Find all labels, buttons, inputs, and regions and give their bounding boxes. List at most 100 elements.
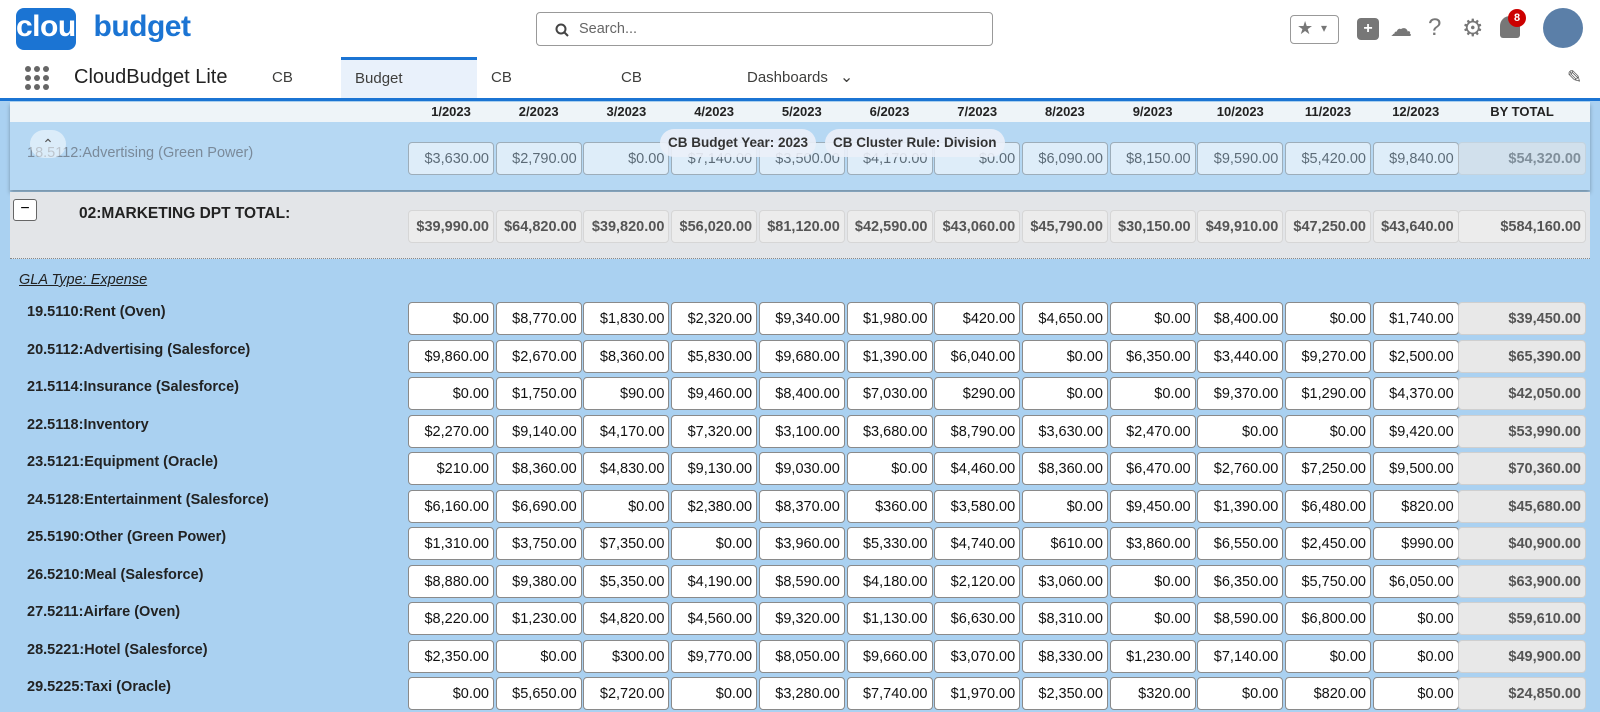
cell[interactable]: $1,750.00: [495, 377, 582, 410]
cell[interactable]: $1,230.00: [1109, 639, 1196, 673]
cell[interactable]: $0.00: [1285, 639, 1371, 673]
cell[interactable]: $4,560.00: [671, 602, 758, 635]
cell[interactable]: $8,330.00: [1021, 639, 1108, 673]
cell[interactable]: $8,880.00: [408, 564, 494, 598]
nav-tab[interactable]: CB Reports⌄: [607, 57, 733, 127]
cell[interactable]: $0.00: [846, 452, 933, 485]
cell[interactable]: $0.00: [1021, 489, 1108, 523]
cell[interactable]: $9,340.00: [758, 302, 845, 335]
cell[interactable]: $4,820.00: [583, 602, 670, 635]
cell[interactable]: $0.00: [671, 527, 758, 560]
cell[interactable]: $8,590.00: [758, 564, 845, 598]
cell[interactable]: $2,380.00: [671, 489, 758, 523]
cell[interactable]: $8,590.00: [1197, 602, 1284, 635]
cell[interactable]: $9,660.00: [846, 639, 933, 673]
cell[interactable]: $0.00: [1197, 677, 1284, 710]
cell[interactable]: $2,760.00: [1197, 452, 1284, 485]
favorites[interactable]: ★ ▾: [1290, 15, 1339, 44]
cell[interactable]: $8,360.00: [583, 339, 670, 373]
cell[interactable]: $300.00: [583, 639, 670, 673]
cell[interactable]: $5,750.00: [1285, 564, 1371, 598]
cell[interactable]: $0.00: [1285, 302, 1371, 335]
cell[interactable]: $1,230.00: [495, 602, 582, 635]
cell[interactable]: $2,470.00: [1109, 414, 1196, 448]
cell[interactable]: $3,070.00: [934, 639, 1021, 673]
cloud-icon[interactable]: ☁: [1390, 16, 1412, 41]
cell[interactable]: $0.00: [1197, 414, 1284, 448]
cell[interactable]: $2,450.00: [1285, 527, 1371, 560]
collapse-header-button[interactable]: ⌃: [30, 130, 66, 158]
tab-chevron[interactable]: ⌄: [839, 69, 854, 86]
cell[interactable]: $4,650.00: [1021, 302, 1108, 335]
cell[interactable]: $3,750.00: [495, 527, 582, 560]
cell[interactable]: $1,740.00: [1372, 302, 1459, 335]
cell[interactable]: $7,140.00: [1197, 639, 1284, 673]
cell[interactable]: $420.00: [934, 302, 1021, 335]
cell[interactable]: $7,350.00: [583, 527, 670, 560]
cell[interactable]: $9,450.00: [1109, 489, 1196, 523]
cell[interactable]: $9,030.00: [758, 452, 845, 485]
edit-icon[interactable]: ✎: [1567, 67, 1583, 87]
cell[interactable]: $90.00: [583, 377, 670, 410]
cell[interactable]: $4,170.00: [583, 414, 670, 448]
cell[interactable]: $0.00: [408, 302, 494, 335]
cell[interactable]: $0.00: [1372, 639, 1459, 673]
cell[interactable]: $1,980.00: [846, 302, 933, 335]
cell[interactable]: $6,160.00: [408, 489, 494, 523]
cell[interactable]: $0.00: [671, 677, 758, 710]
cell[interactable]: $9,860.00: [408, 339, 494, 373]
cell[interactable]: $0.00: [1372, 677, 1459, 710]
cell[interactable]: $9,130.00: [671, 452, 758, 485]
cell[interactable]: $8,770.00: [495, 302, 582, 335]
cell[interactable]: $3,860.00: [1109, 527, 1196, 560]
cell[interactable]: $610.00: [1021, 527, 1108, 560]
cell[interactable]: $2,320.00: [671, 302, 758, 335]
cell[interactable]: $2,670.00: [495, 339, 582, 373]
cell[interactable]: $3,960.00: [758, 527, 845, 560]
cell[interactable]: $3,440.00: [1197, 339, 1284, 373]
cell[interactable]: $3,280.00: [758, 677, 845, 710]
cell[interactable]: $2,120.00: [934, 564, 1021, 598]
cell[interactable]: $4,830.00: [583, 452, 670, 485]
cell[interactable]: $0.00: [583, 489, 670, 523]
cell[interactable]: $9,420.00: [1372, 414, 1459, 448]
cell[interactable]: $7,740.00: [846, 677, 933, 710]
cell[interactable]: $6,550.00: [1197, 527, 1284, 560]
cell[interactable]: $6,350.00: [1109, 339, 1196, 373]
cell[interactable]: $6,480.00: [1285, 489, 1371, 523]
cell[interactable]: $820.00: [1285, 677, 1371, 710]
cell[interactable]: $4,180.00: [846, 564, 933, 598]
cell[interactable]: $3,100.00: [758, 414, 845, 448]
cell[interactable]: $0.00: [1109, 302, 1196, 335]
cell[interactable]: $2,720.00: [583, 677, 670, 710]
cell[interactable]: $4,190.00: [671, 564, 758, 598]
cell[interactable]: $8,370.00: [758, 489, 845, 523]
cell[interactable]: $8,400.00: [758, 377, 845, 410]
cell[interactable]: $9,680.00: [758, 339, 845, 373]
cell[interactable]: $0.00: [1109, 602, 1196, 635]
cell[interactable]: $8,220.00: [408, 602, 494, 635]
cell[interactable]: $4,370.00: [1372, 377, 1459, 410]
cell[interactable]: $0.00: [1109, 377, 1196, 410]
cell[interactable]: $6,350.00: [1197, 564, 1284, 598]
cell[interactable]: $0.00: [1021, 377, 1108, 410]
cell[interactable]: $8,360.00: [495, 452, 582, 485]
cell[interactable]: $4,740.00: [934, 527, 1021, 560]
cell[interactable]: $990.00: [1372, 527, 1459, 560]
add-icon[interactable]: +: [1357, 18, 1379, 40]
nav-tab[interactable]: Dashboards ⌄: [733, 57, 873, 98]
cell[interactable]: $360.00: [846, 489, 933, 523]
cell[interactable]: $6,800.00: [1285, 602, 1371, 635]
cell[interactable]: $1,130.00: [846, 602, 933, 635]
cell[interactable]: $5,650.00: [495, 677, 582, 710]
cell[interactable]: $8,360.00: [1021, 452, 1108, 485]
cell[interactable]: $0.00: [408, 377, 494, 410]
help-icon[interactable]: ?: [1428, 14, 1442, 41]
cell[interactable]: $1,390.00: [1197, 489, 1284, 523]
cell[interactable]: $6,050.00: [1372, 564, 1459, 598]
cell[interactable]: $7,250.00: [1285, 452, 1371, 485]
cell[interactable]: $9,270.00: [1285, 339, 1371, 373]
cell[interactable]: $2,350.00: [408, 639, 494, 673]
cell[interactable]: $1,390.00: [846, 339, 933, 373]
cell[interactable]: $5,350.00: [583, 564, 670, 598]
